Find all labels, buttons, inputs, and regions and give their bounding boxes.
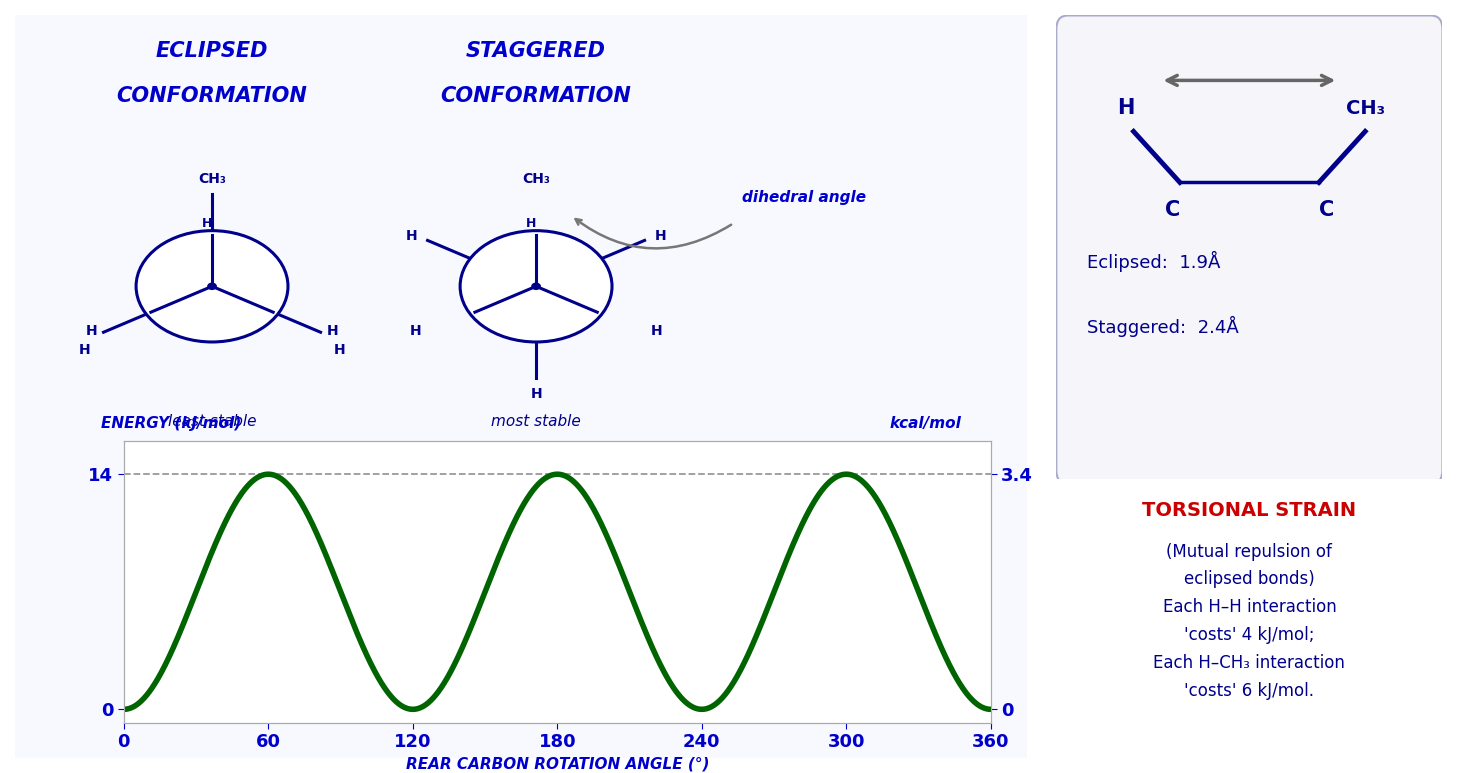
Text: Staggered:  2.4Å: Staggered: 2.4Å	[1087, 315, 1238, 337]
Text: CH₃: CH₃	[1346, 99, 1384, 117]
Text: H: H	[1118, 98, 1135, 118]
Text: Eclipsed:  1.9Å: Eclipsed: 1.9Å	[1087, 250, 1221, 272]
Text: H: H	[407, 230, 418, 243]
Text: H: H	[654, 230, 666, 243]
Text: H: H	[328, 324, 339, 338]
Text: most stable: most stable	[491, 414, 581, 429]
Text: H: H	[526, 216, 536, 230]
Text: dihedral angle: dihedral angle	[743, 189, 867, 205]
Text: H: H	[79, 343, 90, 357]
Text: H: H	[651, 324, 663, 338]
Text: H: H	[334, 343, 345, 357]
FancyBboxPatch shape	[1056, 15, 1442, 484]
X-axis label: REAR CARBON ROTATION ANGLE (°): REAR CARBON ROTATION ANGLE (°)	[405, 757, 710, 771]
Text: (Mutual repulsion of
eclipsed bonds)
Each H–H interaction
'costs' 4 kJ/mol;
Each: (Mutual repulsion of eclipsed bonds) Eac…	[1154, 543, 1345, 700]
Circle shape	[532, 283, 541, 289]
Circle shape	[136, 230, 288, 342]
Text: H: H	[201, 216, 213, 230]
Text: C: C	[1164, 200, 1180, 220]
Circle shape	[208, 283, 216, 289]
Text: CONFORMATION: CONFORMATION	[117, 86, 307, 106]
Text: H: H	[530, 386, 542, 400]
Text: CH₃: CH₃	[522, 172, 549, 186]
Text: TORSIONAL STRAIN: TORSIONAL STRAIN	[1142, 501, 1356, 520]
FancyBboxPatch shape	[10, 12, 1032, 761]
Text: H: H	[409, 324, 421, 338]
Text: CONFORMATION: CONFORMATION	[440, 86, 631, 106]
Text: H: H	[86, 324, 98, 338]
Text: STAGGERED: STAGGERED	[466, 42, 606, 61]
Circle shape	[460, 230, 612, 342]
Text: ECLIPSED: ECLIPSED	[156, 42, 268, 61]
Text: C: C	[1319, 200, 1335, 220]
Text: CH₃: CH₃	[198, 172, 226, 186]
Text: ENERGY (kJ/mol): ENERGY (kJ/mol)	[101, 416, 240, 431]
Text: kcal/mol: kcal/mol	[889, 416, 962, 431]
Text: least stable: least stable	[168, 414, 256, 429]
